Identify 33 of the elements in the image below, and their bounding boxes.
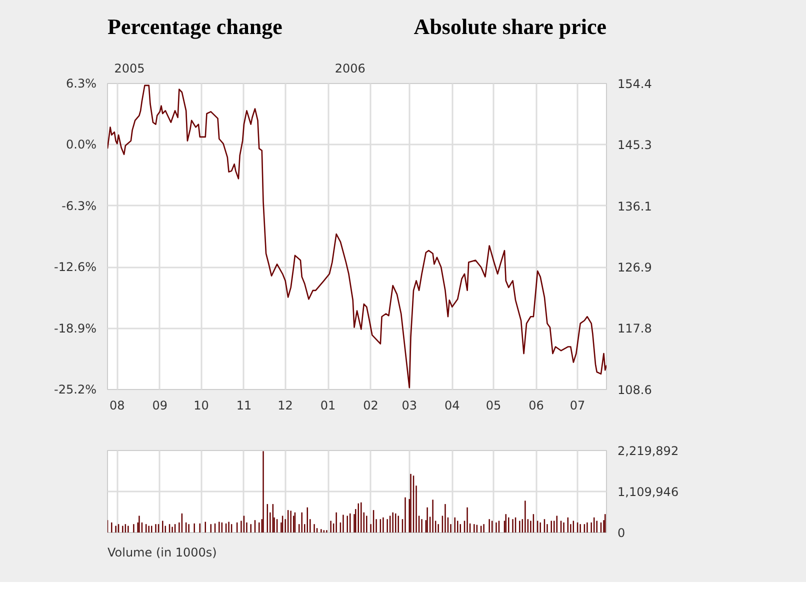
y2-tick-label: 145.3 [618, 138, 652, 152]
y2-axis-title: Absolute share price [414, 14, 607, 39]
y-tick-label: 0 [618, 526, 626, 540]
text: Volume (in 1000s) [108, 546, 217, 560]
y-axis-title: Percentage change [108, 14, 283, 39]
x-tick-label: 08 [110, 398, 125, 412]
y-tick-label: -25.2% [54, 382, 96, 396]
y-tick-label: 1,109,946 [618, 485, 679, 499]
y-tick-label: 6.3% [66, 76, 97, 90]
y-tick-label: 2,219,892 [618, 444, 679, 458]
y2-tick-label: 126.9 [618, 260, 652, 275]
x-tick-label: 03 [402, 398, 418, 412]
y2-tick-label: 117.8 [618, 322, 652, 336]
y2-tick-label: 136.1 [618, 199, 652, 214]
x-tick-label: 09 [152, 398, 168, 412]
y-tick-label: -18.9% [54, 321, 96, 336]
x-tick-label: 10 [194, 398, 209, 412]
line-series [108, 84, 606, 388]
y2-tick-label: 108.6 [618, 383, 652, 397]
x-tick-label: 12 [278, 398, 293, 412]
y-tick-label: 0.0% [66, 138, 97, 152]
x-tick-label: 11 [236, 398, 252, 412]
x-tick-label: 05 [486, 398, 502, 412]
x2-tick-label: 2005 [114, 62, 145, 76]
y-tick-label: -6.3% [62, 198, 97, 213]
y-tick-label: -12.6% [54, 260, 96, 274]
x-tick-label: 01 [320, 398, 336, 412]
x-tick-label: 02 [363, 398, 378, 412]
x-tick-label: 04 [444, 398, 460, 412]
y2-tick-label: 154.4 [618, 77, 652, 91]
x-tick-label: 06 [528, 398, 544, 412]
x-tick-label: 07 [570, 398, 586, 412]
x2-tick-label: 2006 [334, 62, 366, 76]
